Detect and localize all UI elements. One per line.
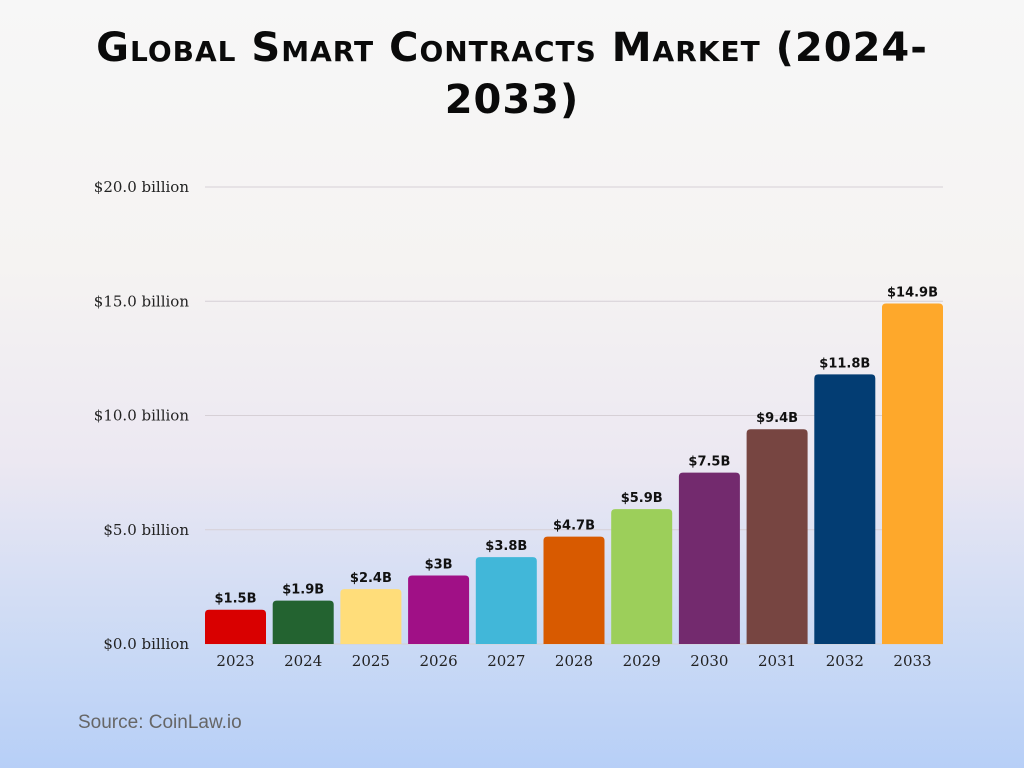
y-tick-label: $0.0 billion xyxy=(103,635,189,653)
x-tick-label: 2024 xyxy=(284,652,322,670)
bar xyxy=(543,536,605,644)
x-tick-label: 2031 xyxy=(758,652,796,670)
x-tick-label: 2025 xyxy=(352,652,390,670)
y-tick-label: $15.0 billion xyxy=(94,292,190,310)
chart-title: Global Smart Contracts Market (2024-2033… xyxy=(96,25,928,123)
x-tick-label: 2026 xyxy=(420,652,458,670)
bar xyxy=(678,472,740,644)
x-tick-label: 2032 xyxy=(826,652,864,670)
bar xyxy=(272,600,334,644)
y-tick-label: $5.0 billion xyxy=(103,521,189,539)
data-label: $3.8B xyxy=(485,539,527,554)
bar xyxy=(205,609,266,644)
source-note: Source: CoinLaw.io xyxy=(78,712,242,733)
bar xyxy=(475,557,537,644)
data-label: $1.9B xyxy=(282,583,324,598)
y-tick-label: $20.0 billion xyxy=(94,178,190,196)
bar xyxy=(408,575,470,644)
data-label: $11.8B xyxy=(819,356,870,371)
x-tick-label: 2033 xyxy=(893,652,931,670)
x-tick-label: 2029 xyxy=(623,652,661,670)
x-tick-label: 2023 xyxy=(216,652,254,670)
y-tick-label: $10.0 billion xyxy=(94,407,190,425)
bar xyxy=(611,509,673,644)
bar xyxy=(882,303,943,644)
data-label: $7.5B xyxy=(688,455,730,470)
data-label: $2.4B xyxy=(350,571,392,586)
bar xyxy=(340,589,402,644)
data-label: $3B xyxy=(425,557,453,572)
data-label: $14.9B xyxy=(887,286,938,301)
x-tick-label: 2030 xyxy=(690,652,728,670)
data-label: $5.9B xyxy=(621,491,663,506)
x-tick-label: 2027 xyxy=(487,652,525,670)
data-label: $9.4B xyxy=(756,411,798,426)
bar xyxy=(746,429,808,644)
data-label: $4.7B xyxy=(553,519,595,534)
x-tick-label: 2028 xyxy=(555,652,593,670)
data-label: $1.5B xyxy=(215,592,257,607)
bar xyxy=(814,374,876,644)
